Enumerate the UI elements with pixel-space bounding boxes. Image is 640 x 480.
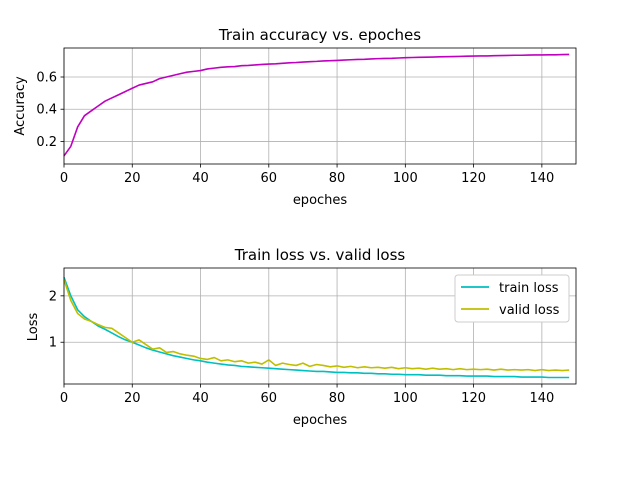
accuracy-ticks: 0 20 40 60 80 100 120 140 0.2 0.4 0.6 [36, 71, 554, 187]
loss-chart: 0 20 40 60 80 100 120 140 1 2 Train loss vs. vali… [26, 246, 577, 428]
accuracy-chart-title: Train accuracy vs. epoches [218, 26, 421, 44]
accuracy-y-axis-label: Accuracy [13, 76, 28, 136]
accuracy-x-tick-label: 80 [329, 171, 346, 186]
legend-label-valid-loss: valid loss [499, 303, 560, 318]
loss-x-tick-label: 40 [192, 391, 209, 406]
accuracy-series [63, 53, 570, 157]
accuracy-x-tick-label: 60 [261, 171, 278, 186]
loss-x-tick-label: 20 [124, 391, 141, 406]
accuracy-y-tick-label: 0.4 [36, 103, 57, 118]
accuracy-y-tick-label: 0.2 [36, 135, 57, 150]
accuracy-x-tick-label: 140 [529, 171, 554, 186]
accuracy-x-tick-label: 120 [461, 171, 486, 186]
loss-series-line-valid-loss [63, 279, 570, 372]
loss-legend: train loss valid loss [454, 274, 570, 323]
legend-label-train-loss: train loss [499, 281, 559, 296]
loss-x-tick-label: 60 [261, 391, 278, 406]
loss-x-tick-label: 120 [461, 391, 486, 406]
loss-ticks: 0 20 40 60 80 100 120 140 1 2 [49, 289, 555, 406]
loss-axes-frame [63, 267, 577, 385]
loss-x-tick-label: 0 [60, 391, 68, 406]
accuracy-x-tick-label: 0 [60, 171, 68, 186]
loss-x-axis-label: epoches [293, 413, 348, 428]
loss-y-tick-label: 1 [49, 336, 57, 351]
accuracy-x-tick-label: 100 [393, 171, 418, 186]
loss-series-line-train-loss [63, 277, 570, 379]
accuracy-chart: 0 20 40 60 80 100 120 140 0.2 0.4 0.6 Train accura… [13, 26, 577, 208]
loss-y-axis-label: Loss [26, 313, 41, 342]
accuracy-grid [63, 48, 576, 164]
accuracy-series-line-0 [63, 53, 570, 157]
loss-x-tick-label: 80 [329, 391, 346, 406]
accuracy-x-axis-label: epoches [293, 193, 348, 208]
loss-y-tick-label: 2 [49, 289, 57, 304]
loss-series [63, 277, 570, 379]
accuracy-x-tick-label: 40 [192, 171, 209, 186]
accuracy-x-tick-label: 20 [124, 171, 141, 186]
loss-x-tick-label: 100 [393, 391, 418, 406]
loss-chart-title: Train loss vs. valid loss [234, 246, 406, 264]
accuracy-axes-frame [63, 47, 577, 165]
accuracy-y-tick-label: 0.6 [36, 71, 57, 86]
loss-x-tick-label: 140 [529, 391, 554, 406]
